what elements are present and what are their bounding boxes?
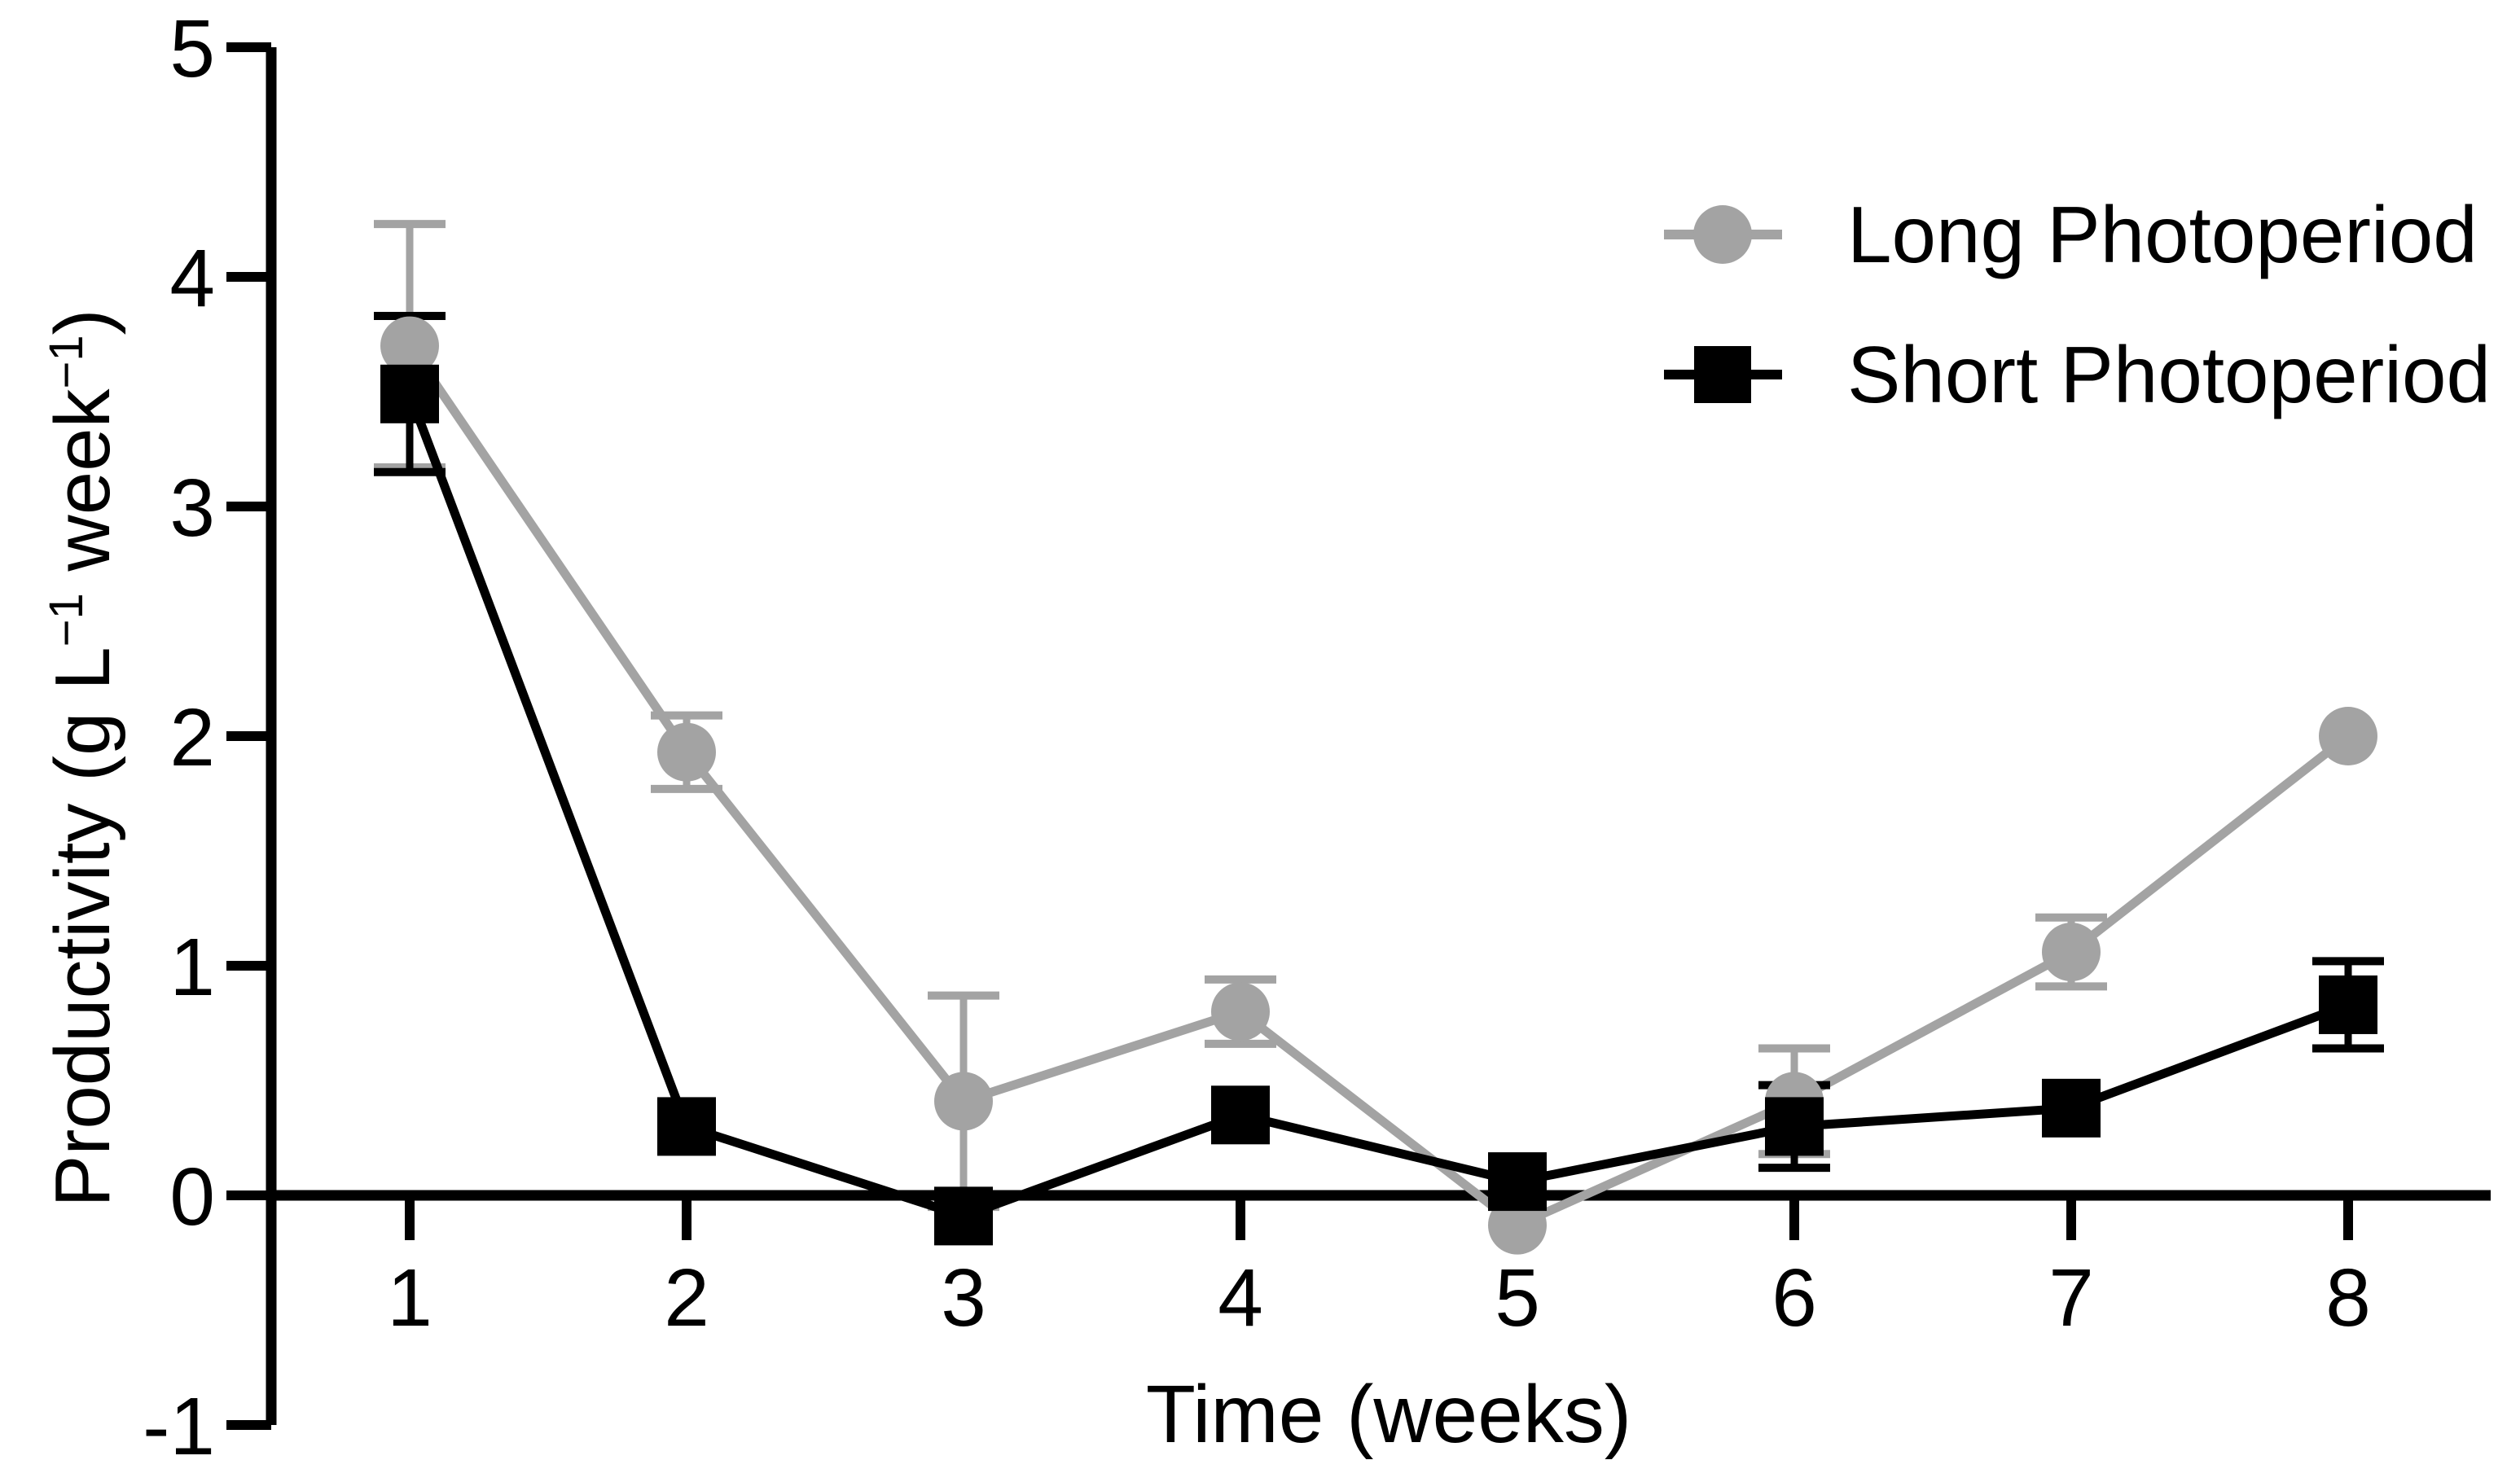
marker-long-photoperiod-week-4 <box>1211 982 1270 1041</box>
x-axis-title: Time (weeks) <box>1145 1369 1632 1460</box>
x-tick-label: 4 <box>1218 1252 1263 1344</box>
y-axis-title-text: ) <box>39 309 126 335</box>
marker-short-photoperiod-week-5 <box>1488 1152 1547 1212</box>
y-tick-label: -1 <box>143 1381 215 1472</box>
y-tick-label: 3 <box>169 463 215 554</box>
x-tick-label: 1 <box>387 1252 432 1344</box>
legend-item-short-photoperiod: Short Photoperiod <box>1664 324 2491 425</box>
marker-short-photoperiod-week-1 <box>380 364 439 423</box>
x-tick-label: 5 <box>1495 1252 1540 1344</box>
y-tick-label: 5 <box>169 3 215 94</box>
marker-short-photoperiod-week-6 <box>1765 1097 1824 1156</box>
legend-marker-long <box>1664 184 1847 285</box>
y-tick-label: 1 <box>169 922 215 1013</box>
y-tick-label: 0 <box>169 1151 215 1243</box>
legend-item-long-photoperiod: Long Photoperiod <box>1664 184 2491 285</box>
x-tick-label: 3 <box>941 1252 986 1344</box>
legend-marker-short <box>1664 324 1847 425</box>
y-tick-label: 4 <box>169 233 215 324</box>
x-tick-label: 7 <box>2048 1252 2094 1344</box>
y-axis-title-text: week <box>39 388 126 594</box>
legend-label: Long Photoperiod <box>1847 190 2478 279</box>
marker-long-photoperiod-week-2 <box>657 722 716 782</box>
marker-long-photoperiod-week-1 <box>380 316 439 375</box>
x-tick-label: 6 <box>1771 1252 1817 1344</box>
marker-long-photoperiod-week-8 <box>2319 707 2377 765</box>
y-axis-title-text: Productivity (g L <box>39 647 126 1208</box>
circle-marker-icon <box>1693 205 1752 264</box>
marker-short-photoperiod-week-2 <box>657 1097 716 1156</box>
marker-short-photoperiod-week-3 <box>934 1186 993 1246</box>
x-tick-label: 2 <box>664 1252 709 1344</box>
marker-short-photoperiod-week-4 <box>1211 1085 1270 1145</box>
marker-long-photoperiod-week-7 <box>2042 923 2101 982</box>
marker-short-photoperiod-week-8 <box>2319 975 2377 1034</box>
square-marker-icon <box>1694 346 1751 403</box>
x-tick-label: 8 <box>2325 1252 2371 1344</box>
legend: Long Photoperiod Short Photoperiod <box>1664 184 2491 425</box>
legend-label: Short Photoperiod <box>1847 330 2491 419</box>
y-axis-title-superscript: −1 <box>40 335 93 389</box>
y-axis-title-superscript: −1 <box>40 593 93 647</box>
y-axis-title: Productivity (g L−1 week−1) <box>30 188 136 1328</box>
series-line-long-photoperiod <box>406 343 2351 1231</box>
series-line-short-photoperiod <box>405 392 2350 1221</box>
y-tick-label: 2 <box>169 692 215 783</box>
marker-long-photoperiod-week-3 <box>934 1072 993 1131</box>
marker-short-photoperiod-week-7 <box>2042 1078 2101 1138</box>
